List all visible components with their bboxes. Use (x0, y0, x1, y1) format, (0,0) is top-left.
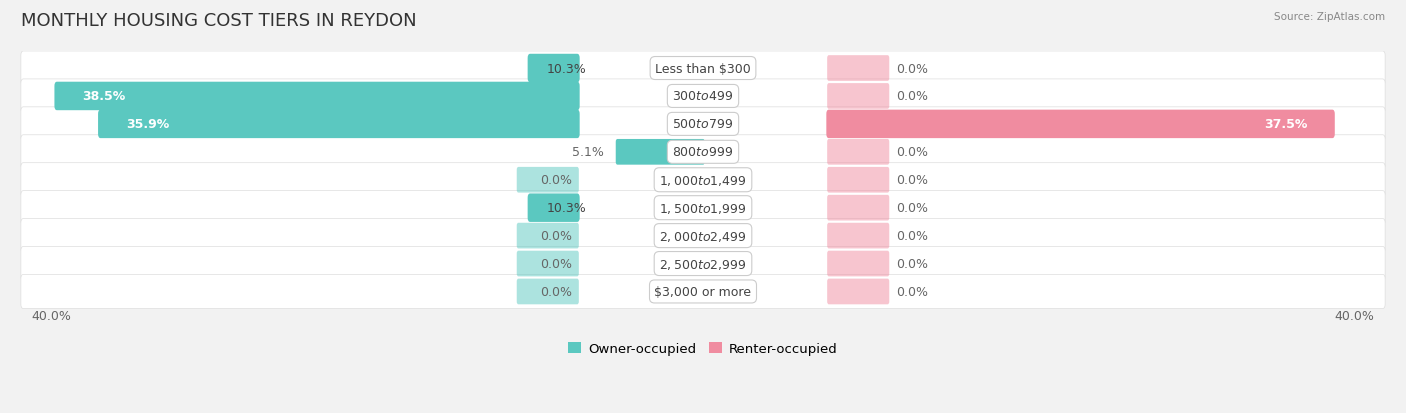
FancyBboxPatch shape (21, 80, 1385, 114)
Text: 0.0%: 0.0% (896, 62, 928, 75)
Text: 35.9%: 35.9% (125, 118, 169, 131)
FancyBboxPatch shape (517, 251, 579, 277)
Text: 10.3%: 10.3% (547, 202, 586, 215)
FancyBboxPatch shape (21, 107, 1385, 142)
Text: $800 to $999: $800 to $999 (672, 146, 734, 159)
FancyBboxPatch shape (517, 168, 579, 193)
FancyBboxPatch shape (827, 140, 889, 165)
FancyBboxPatch shape (827, 168, 889, 193)
Text: 0.0%: 0.0% (540, 230, 572, 242)
Text: 0.0%: 0.0% (540, 257, 572, 271)
FancyBboxPatch shape (21, 191, 1385, 225)
FancyBboxPatch shape (55, 83, 579, 111)
Text: $300 to $499: $300 to $499 (672, 90, 734, 103)
FancyBboxPatch shape (827, 110, 1334, 139)
Text: $1,500 to $1,999: $1,500 to $1,999 (659, 201, 747, 215)
FancyBboxPatch shape (527, 194, 579, 222)
FancyBboxPatch shape (21, 219, 1385, 253)
FancyBboxPatch shape (827, 84, 889, 109)
Text: 38.5%: 38.5% (82, 90, 125, 103)
FancyBboxPatch shape (616, 140, 704, 165)
Text: 40.0%: 40.0% (1334, 309, 1374, 322)
Text: 5.1%: 5.1% (572, 146, 605, 159)
FancyBboxPatch shape (21, 135, 1385, 169)
Text: 0.0%: 0.0% (896, 90, 928, 103)
Text: 37.5%: 37.5% (1264, 118, 1308, 131)
FancyBboxPatch shape (827, 251, 889, 277)
FancyBboxPatch shape (517, 223, 579, 249)
FancyBboxPatch shape (527, 55, 579, 83)
FancyBboxPatch shape (98, 110, 579, 139)
Text: 0.0%: 0.0% (540, 174, 572, 187)
Text: $3,000 or more: $3,000 or more (655, 285, 751, 298)
Text: Source: ZipAtlas.com: Source: ZipAtlas.com (1274, 12, 1385, 22)
Text: $2,000 to $2,499: $2,000 to $2,499 (659, 229, 747, 243)
FancyBboxPatch shape (21, 52, 1385, 86)
Text: 0.0%: 0.0% (896, 202, 928, 215)
Text: $1,000 to $1,499: $1,000 to $1,499 (659, 173, 747, 187)
Text: 10.3%: 10.3% (547, 62, 586, 75)
FancyBboxPatch shape (827, 279, 889, 304)
FancyBboxPatch shape (21, 247, 1385, 281)
FancyBboxPatch shape (21, 163, 1385, 197)
Text: 0.0%: 0.0% (896, 257, 928, 271)
FancyBboxPatch shape (21, 275, 1385, 309)
Text: $500 to $799: $500 to $799 (672, 118, 734, 131)
Text: 0.0%: 0.0% (896, 174, 928, 187)
FancyBboxPatch shape (827, 223, 889, 249)
Text: MONTHLY HOUSING COST TIERS IN REYDON: MONTHLY HOUSING COST TIERS IN REYDON (21, 12, 416, 30)
Text: 0.0%: 0.0% (896, 146, 928, 159)
Text: $2,500 to $2,999: $2,500 to $2,999 (659, 257, 747, 271)
FancyBboxPatch shape (827, 195, 889, 221)
FancyBboxPatch shape (517, 279, 579, 304)
FancyBboxPatch shape (827, 56, 889, 82)
Legend: Owner-occupied, Renter-occupied: Owner-occupied, Renter-occupied (562, 337, 844, 360)
Text: Less than $300: Less than $300 (655, 62, 751, 75)
Text: 0.0%: 0.0% (896, 230, 928, 242)
Text: 0.0%: 0.0% (896, 285, 928, 298)
Text: 0.0%: 0.0% (540, 285, 572, 298)
Text: 40.0%: 40.0% (32, 309, 72, 322)
